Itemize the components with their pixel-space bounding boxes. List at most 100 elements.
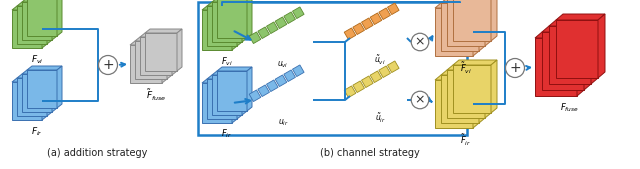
Polygon shape (485, 0, 491, 46)
Bar (535, 38, 577, 96)
Polygon shape (140, 33, 177, 37)
Polygon shape (17, 74, 52, 78)
Bar (145, 33, 177, 71)
Polygon shape (242, 71, 247, 115)
Polygon shape (379, 66, 390, 78)
Polygon shape (177, 29, 182, 71)
Polygon shape (27, 66, 62, 70)
Polygon shape (242, 0, 247, 42)
Polygon shape (584, 26, 591, 90)
Polygon shape (42, 78, 47, 120)
Text: $\tilde{u}_{vi}$: $\tilde{u}_{vi}$ (374, 54, 386, 67)
Polygon shape (22, 0, 57, 2)
Polygon shape (217, 67, 252, 71)
Polygon shape (249, 90, 261, 102)
Text: $F_{ir}$: $F_{ir}$ (221, 128, 232, 140)
Polygon shape (52, 70, 57, 112)
Polygon shape (549, 20, 598, 26)
Polygon shape (12, 78, 47, 82)
Bar (12, 10, 42, 48)
Bar (212, 75, 242, 115)
Text: ×: × (415, 93, 425, 106)
Polygon shape (249, 32, 261, 44)
Polygon shape (232, 6, 237, 50)
Bar (447, 0, 485, 46)
Bar (27, 0, 57, 36)
Polygon shape (52, 0, 57, 40)
Polygon shape (577, 32, 584, 96)
Polygon shape (135, 37, 172, 41)
Polygon shape (162, 41, 167, 83)
Bar (17, 78, 47, 116)
Text: $\tilde{F}_{ir}$: $\tilde{F}_{ir}$ (460, 133, 472, 148)
Polygon shape (473, 75, 479, 128)
Bar (542, 32, 584, 90)
Bar (441, 3, 479, 51)
Polygon shape (266, 80, 278, 92)
Polygon shape (598, 14, 605, 78)
Polygon shape (344, 86, 356, 98)
Bar (212, 2, 242, 42)
Polygon shape (485, 65, 491, 118)
Polygon shape (362, 76, 373, 88)
Text: $F_{vi}$: $F_{vi}$ (221, 55, 233, 67)
Bar (22, 74, 52, 112)
Polygon shape (435, 75, 479, 80)
Polygon shape (202, 79, 237, 83)
Polygon shape (479, 0, 485, 51)
Polygon shape (275, 17, 287, 29)
Polygon shape (453, 60, 497, 65)
Polygon shape (379, 8, 390, 20)
Polygon shape (370, 71, 382, 82)
Polygon shape (130, 41, 167, 45)
Polygon shape (202, 6, 237, 10)
Polygon shape (167, 37, 172, 79)
Text: $\tilde{F}_{fuse}$: $\tilde{F}_{fuse}$ (146, 88, 166, 103)
Polygon shape (387, 61, 399, 73)
Polygon shape (57, 66, 62, 108)
Polygon shape (47, 74, 52, 116)
Bar (17, 6, 47, 44)
Bar (217, 0, 247, 38)
Bar (12, 82, 42, 120)
Polygon shape (207, 2, 242, 6)
Polygon shape (447, 65, 491, 70)
Bar (27, 70, 57, 108)
Polygon shape (247, 0, 252, 38)
Polygon shape (232, 79, 237, 123)
Polygon shape (17, 2, 52, 6)
Polygon shape (556, 14, 605, 20)
Bar (441, 75, 479, 123)
Polygon shape (266, 22, 278, 34)
Bar (202, 83, 232, 123)
Bar (202, 10, 232, 50)
Polygon shape (387, 3, 399, 15)
Text: $F_{vi}$: $F_{vi}$ (31, 53, 44, 66)
Polygon shape (42, 6, 47, 48)
Text: $\tilde{u}_{ir}$: $\tilde{u}_{ir}$ (374, 112, 385, 125)
Bar (140, 37, 172, 75)
Bar (435, 8, 473, 56)
Bar (453, 0, 491, 41)
Polygon shape (542, 26, 591, 32)
Polygon shape (353, 81, 364, 93)
Polygon shape (47, 2, 52, 44)
Polygon shape (57, 0, 62, 36)
Polygon shape (212, 0, 247, 2)
Bar (435, 80, 473, 128)
Polygon shape (172, 33, 177, 75)
Polygon shape (292, 7, 304, 19)
Polygon shape (473, 3, 479, 56)
Polygon shape (435, 3, 479, 8)
Text: $\tilde{F}_{vi}$: $\tilde{F}_{vi}$ (460, 61, 472, 76)
Bar (207, 79, 237, 119)
Text: +: + (509, 61, 521, 75)
Polygon shape (441, 0, 485, 3)
Bar (447, 70, 485, 118)
Polygon shape (284, 12, 296, 23)
Text: +: + (102, 58, 114, 72)
Polygon shape (344, 28, 356, 40)
Bar (22, 2, 52, 40)
Polygon shape (491, 60, 497, 113)
Text: ×: × (415, 35, 425, 49)
